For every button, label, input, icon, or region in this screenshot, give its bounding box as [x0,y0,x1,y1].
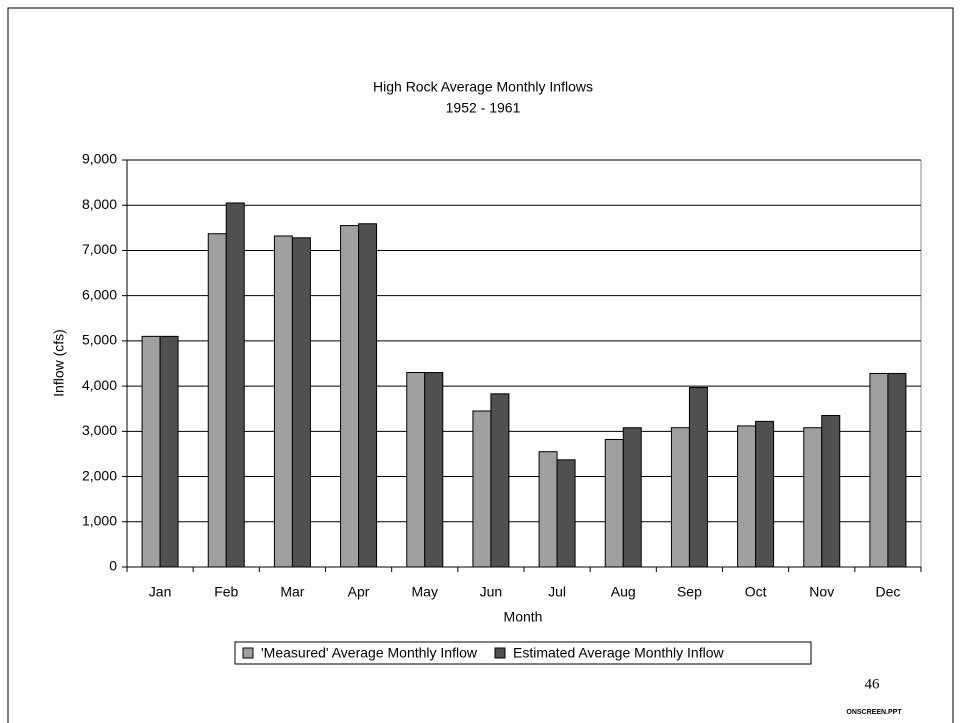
x-tick-label: Jan [149,584,172,600]
x-tick-label: Jul [548,584,566,600]
bar [670,427,690,568]
bar [225,202,245,568]
y-tick-label: 3,000 [82,422,117,438]
bar [406,372,426,568]
legend-label: Estimated Average Monthly Inflow [513,645,725,661]
y-tick-label: 8,000 [82,196,117,212]
legend-label: 'Measured' Average Monthly Inflow [261,645,478,661]
bar [472,410,492,568]
y-tick-label: 6,000 [82,286,117,302]
y-tick-label: 0 [109,558,117,574]
y-tick-label: 2,000 [82,467,117,483]
y-tick-label: 7,000 [82,241,117,257]
x-tick-label: Feb [214,584,238,600]
footer-label: ONSCREEN.PPT [846,709,902,716]
bar [869,372,889,568]
x-tick-label: Dec [875,584,900,600]
bar [424,372,444,568]
y-tick-label: 1,000 [82,512,117,528]
bar [159,335,179,568]
bar [291,237,311,568]
bar [340,225,360,568]
x-tick-label: Mar [280,584,304,600]
y-tick-label: 9,000 [82,151,117,167]
x-tick-label: May [412,584,438,600]
y-tick-label: 4,000 [82,377,117,393]
bar [688,386,708,568]
chart-title: High Rock Average Monthly Inflows [373,79,593,95]
x-tick-label: Nov [809,584,834,600]
slide-frame [7,7,954,723]
x-tick-label: Oct [745,584,767,600]
x-tick-label: Aug [611,584,636,600]
page-number: 46 [865,676,881,692]
bar [737,425,757,568]
y-tick-label: 5,000 [82,332,117,348]
bar [141,335,161,568]
legend-swatch [242,647,254,659]
bar [821,415,841,568]
bar [803,427,823,568]
bar [538,451,558,568]
bar [556,459,576,568]
x-axis-label: Month [504,609,543,625]
bar [887,372,907,568]
x-tick-label: Jun [480,584,503,600]
legend-swatch [494,647,506,659]
bar [755,420,775,568]
x-tick-label: Apr [348,584,370,600]
bar [273,235,293,568]
x-tick-label: Sep [677,584,702,600]
y-axis-label: Inflow (cfs) [51,329,67,397]
bar [622,427,642,568]
legend-box [234,641,812,665]
bar [207,233,227,568]
bar [490,393,510,568]
bar [604,438,624,568]
chart-subtitle: 1952 - 1961 [446,100,521,116]
bar [358,223,378,568]
